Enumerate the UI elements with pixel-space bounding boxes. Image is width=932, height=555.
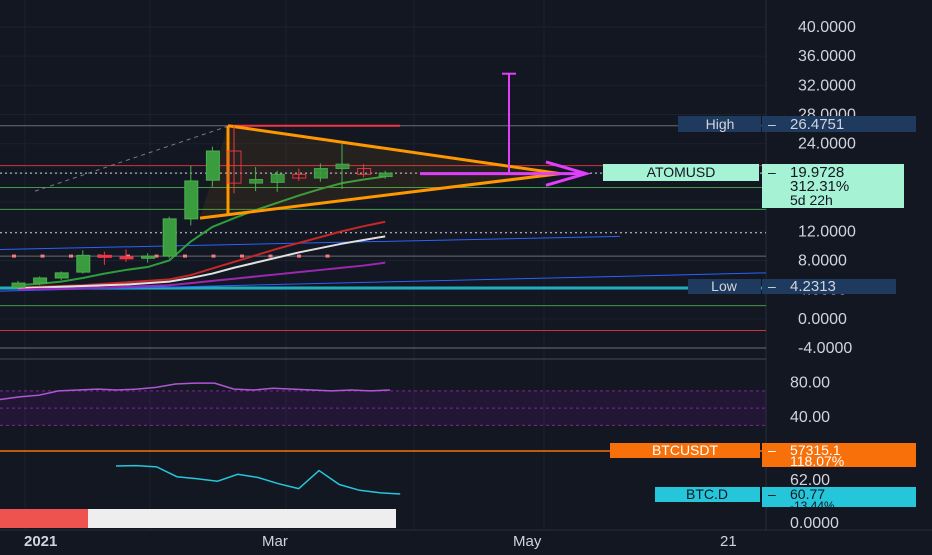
candle-body (249, 178, 264, 184)
scrollbar-thumb[interactable] (88, 509, 396, 528)
btcd-value: 60.77 (790, 486, 825, 502)
btcusdt-value: 57315.1 (790, 442, 841, 458)
candle-body (54, 272, 69, 279)
dashed-trend-line (34, 125, 229, 192)
high-label: High (706, 116, 735, 132)
level-dot (297, 254, 301, 258)
rsi-line (0, 382, 391, 401)
btcd-tick-label: 0.0000 (790, 515, 839, 532)
symbol-label: ATOMUSD (647, 164, 716, 180)
time-label-21: 21 (720, 533, 737, 550)
price-tick-label: 0.0000 (798, 311, 847, 328)
btcusdt-label: BTCUSDT (652, 442, 719, 458)
moving-average-line (17, 175, 386, 287)
price-tick-label: 12.0000 (798, 223, 856, 240)
low-label: Low (711, 278, 738, 294)
candle-body (141, 255, 156, 259)
price-tick-label: 32.0000 (798, 77, 856, 94)
level-dot (240, 254, 244, 258)
candle-body (357, 168, 372, 175)
candle-body (270, 173, 285, 183)
level-dot (268, 254, 273, 258)
triangle-fill (200, 125, 560, 219)
svg-text:–: – (768, 116, 776, 132)
svg-text:–: – (768, 486, 776, 502)
candle-body (335, 163, 350, 170)
high-value: 26.4751 (790, 116, 844, 133)
price-tick-label: 36.0000 (798, 48, 856, 65)
grid (0, 0, 767, 530)
candle-body (184, 180, 199, 220)
btcd-tick-label: 62.00 (790, 472, 830, 489)
svg-text:–: – (768, 442, 776, 458)
chevron-arrow-icon (545, 160, 592, 187)
rsi-pane: 80.00 40.00 (0, 358, 830, 426)
candle-body (119, 256, 134, 260)
level-dot (183, 254, 187, 258)
low-value: 4.2313 (790, 278, 836, 295)
price-tick-label: 8.0000 (798, 252, 847, 269)
bar-countdown: 5d 22h (790, 192, 833, 208)
candle-body (227, 150, 242, 184)
level-dot (69, 254, 73, 258)
scrollbar-left (0, 509, 88, 528)
candle-body (97, 254, 112, 258)
time-axis[interactable]: 2021 Mar May 21 (0, 529, 932, 550)
svg-text:–: – (768, 164, 776, 180)
candle-body (11, 282, 26, 288)
level-dot (126, 254, 130, 258)
level-dot (211, 254, 216, 258)
last-price-marker: ATOMUSD – 19.9728 312.31% 5d 22h (603, 164, 904, 208)
candle-body (33, 277, 48, 284)
rsi-tick-label: 40.00 (790, 409, 830, 426)
btcusdt-marker: BTCUSDT – 57315.1 118.07% (610, 442, 916, 469)
rsi-tick-label: 80.00 (790, 374, 830, 391)
candle-body (313, 168, 328, 179)
price-tick-label: 40.0000 (798, 19, 856, 36)
candles (11, 125, 393, 289)
price-tick-label: 24.0000 (798, 136, 856, 153)
triangle-lower-line (199, 172, 561, 220)
time-label-2021: 2021 (24, 533, 57, 550)
scrollbar[interactable] (0, 509, 396, 528)
last-price: 19.9728 (790, 164, 844, 181)
time-label-mar: Mar (262, 533, 288, 550)
candle-body (378, 172, 393, 178)
low-marker: Low – 4.2313 (688, 278, 896, 295)
horizontal-lines (0, 124, 767, 349)
trend-line-blue (0, 235, 621, 251)
moving-averages (17, 175, 386, 291)
target-projection[interactable] (420, 72, 592, 187)
candle-body (292, 173, 307, 179)
candle-body (76, 254, 91, 273)
level-dot (40, 254, 45, 258)
last-change: 312.31% (790, 178, 849, 195)
btc-dominance-line (115, 464, 401, 495)
moving-average-line (17, 261, 386, 291)
moving-average-line (17, 235, 386, 290)
candle-body (205, 150, 220, 181)
svg-text:–: – (768, 278, 776, 294)
candle-body (162, 218, 177, 257)
high-marker: High – 26.4751 (678, 116, 916, 133)
btcd-marker: BTC.D – 60.77 -13.44% (655, 486, 916, 513)
btcd-partial: -13.44% (790, 499, 835, 513)
trend-line-blue (0, 272, 767, 292)
triangle-upper-line (227, 124, 561, 176)
level-dot (325, 254, 330, 258)
btcd-label: BTC.D (686, 486, 728, 502)
price-tick-label: -4.0000 (798, 340, 852, 357)
time-label-may: May (513, 533, 542, 550)
level-dot (12, 254, 16, 258)
btcusdt-change: 118.07% (790, 453, 844, 469)
level-dot (154, 254, 159, 258)
